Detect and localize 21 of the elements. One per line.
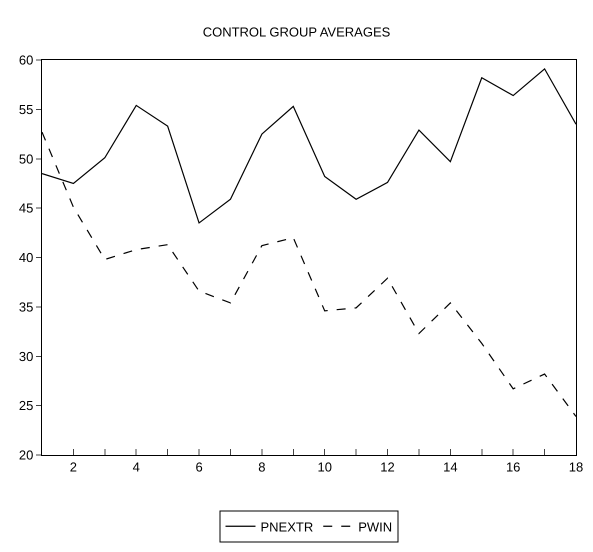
legend-label: PNEXTR [260, 519, 314, 534]
x-tick-label: 8 [258, 460, 266, 475]
x-tick-label: 18 [568, 460, 584, 475]
x-tick-label: 4 [132, 460, 140, 475]
x-tick-label: 2 [70, 460, 78, 475]
x-tick-label: 16 [506, 460, 520, 475]
x-tick-label: 6 [195, 460, 203, 475]
x-tick-label: 12 [380, 460, 395, 475]
x-tick-label: 14 [443, 460, 458, 475]
y-tick-label: 60 [18, 52, 34, 68]
legend-label: PWIN [358, 519, 392, 534]
y-tick-label: 55 [18, 102, 34, 117]
y-tick-label: 45 [18, 200, 34, 216]
y-tick-label: 25 [18, 398, 34, 414]
x-tick-label: 10 [317, 460, 332, 475]
chart-title: CONTROL GROUP AVERAGES [202, 24, 391, 40]
y-tick-label: 50 [18, 151, 34, 166]
y-tick-label: 30 [18, 348, 34, 364]
y-tick-label: 35 [18, 299, 34, 314]
y-tick-label: 20 [18, 448, 34, 463]
y-tick-label: 40 [18, 250, 34, 266]
